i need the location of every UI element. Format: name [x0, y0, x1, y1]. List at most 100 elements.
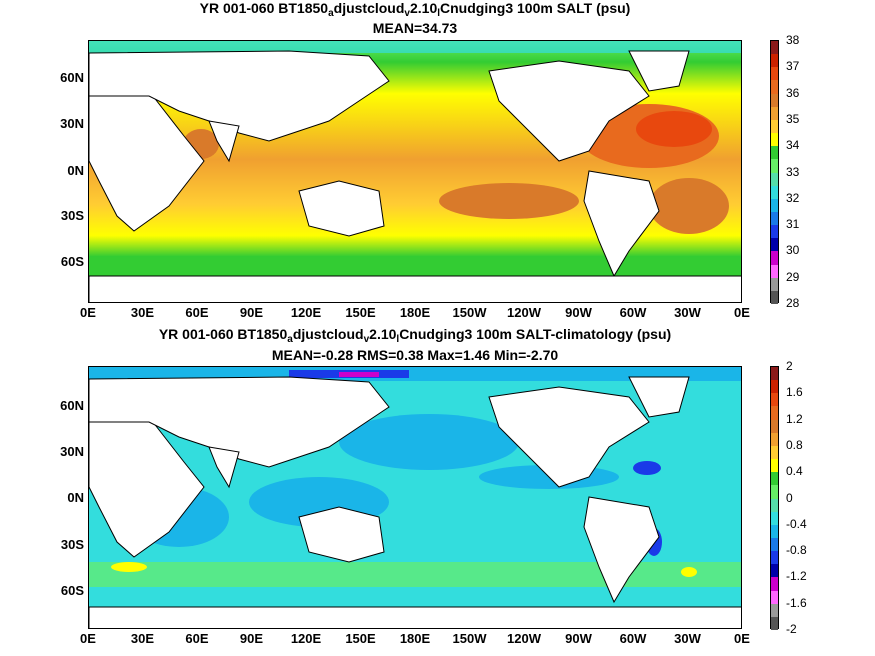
- colorbar-segment: [771, 393, 778, 407]
- colorbar-tick-label: 38: [786, 33, 800, 47]
- lon-label-top-6: 180E: [399, 305, 431, 320]
- lon-label-bottom-1: 30E: [130, 631, 155, 646]
- colorbar-segment: [771, 511, 778, 526]
- colorbar-segment: [771, 603, 778, 618]
- lat-label-0n-top: 0N: [67, 163, 84, 178]
- colorbar-tick-label: -1.6: [786, 595, 807, 610]
- lon-label-top-9: 90W: [565, 305, 592, 320]
- colorbar-tick-label: 35: [786, 111, 800, 126]
- lon-label-bottom-12: 0E: [734, 631, 750, 646]
- salinity-anomaly-map-graphic: [89, 367, 741, 628]
- colorbar-segment: [771, 146, 778, 160]
- colorbar-tick-label: 32: [786, 190, 800, 205]
- colorbar-segment: [771, 54, 778, 68]
- colorbar-segment: [771, 498, 778, 513]
- colorbar-segment: [771, 159, 778, 173]
- colorbar-tick-label: 0.8: [786, 437, 803, 452]
- panel2-stats: MEAN=-0.28 RMS=0.38 Max=1.46 Min=-2.70: [271, 347, 559, 363]
- lon-label-top-11: 30W: [674, 305, 701, 320]
- colorbar-tick-label: 2: [786, 359, 793, 373]
- lon-label-top-10: 60W: [619, 305, 647, 320]
- colorbar-segment: [771, 93, 778, 108]
- colorbar-segment: [771, 211, 778, 226]
- colorbar-segment: [771, 537, 778, 552]
- lon-label-top-8: 120W: [507, 305, 541, 320]
- colorbar-segment: [771, 380, 778, 394]
- colorbar-segment: [771, 367, 778, 381]
- colorbar-tick-label: 36: [786, 85, 800, 100]
- lon-label-top-2: 60E: [185, 305, 209, 320]
- colorbar-tick-label: 31: [786, 217, 800, 232]
- colorbar-tick-label: -0.4: [786, 516, 807, 531]
- lon-label-bottom-8: 120W: [507, 631, 541, 646]
- colorbar-tick-label: -0.8: [786, 543, 807, 558]
- colorbar-tick-label: 29: [786, 269, 800, 284]
- lon-label-bottom-10: 60W: [619, 631, 647, 646]
- lat-label-30s-bottom: 30S: [60, 537, 84, 552]
- lon-label-bottom-6: 180E: [399, 631, 431, 646]
- lon-label-top-3: 90E: [239, 305, 264, 320]
- lon-label-bottom-2: 60E: [185, 631, 209, 646]
- colorbar-tick-label: 1.2: [786, 411, 803, 426]
- salinity-map-graphic: [89, 41, 741, 302]
- colorbar-tick-label: 0.4: [786, 464, 803, 479]
- lon-label-top-12: 0E: [734, 305, 750, 320]
- colorbar-segment: [771, 459, 778, 473]
- lat-label-60n-bottom: 60N: [60, 398, 84, 413]
- lon-label-top-1: 30E: [130, 305, 155, 320]
- colorbar-segment: [771, 524, 778, 539]
- colorbar-tick-label: 1.6: [786, 385, 803, 400]
- colorbar-segment: [771, 251, 778, 266]
- lon-label-bottom-3: 90E: [239, 631, 264, 646]
- colorbar-segment: [771, 277, 778, 292]
- lon-label-bottom-7: 150W: [452, 631, 487, 646]
- lon-label-bottom-11: 30W: [674, 631, 701, 646]
- colorbar-segment: [771, 41, 778, 55]
- lon-label-top-7: 150W: [452, 305, 487, 320]
- lon-label-bottom-5: 150E: [345, 631, 376, 646]
- lat-label-60s-top: 60S: [60, 254, 84, 269]
- colorbar-segment: [771, 264, 778, 279]
- salinity-map: [88, 40, 742, 303]
- salinity-colorbar: [770, 40, 779, 305]
- colorbar-segment: [771, 406, 778, 421]
- colorbar-segment: [771, 472, 778, 486]
- colorbar-segment: [771, 106, 778, 121]
- lon-label-top-4: 120E: [290, 305, 322, 320]
- colorbar-segment: [771, 432, 778, 447]
- colorbar-tick-label: 37: [786, 59, 800, 74]
- lat-label-0n-bottom: 0N: [67, 490, 84, 505]
- colorbar-segment: [771, 225, 778, 239]
- colorbar-segment: [771, 419, 778, 434]
- salinity-anomaly-colorbar: [770, 366, 779, 631]
- lat-label-30n-bottom: 30N: [60, 444, 84, 459]
- panel2-title: YR 001-060 BT1850adjustcloudv2.10lCnudgi…: [158, 326, 672, 345]
- colorbar-segment: [771, 445, 778, 460]
- colorbar-segment: [771, 590, 778, 605]
- colorbar-segment: [771, 577, 778, 592]
- lon-label-bottom-4: 120E: [290, 631, 322, 646]
- colorbar-tick-label: 0: [786, 490, 793, 505]
- lon-label-bottom-0: 0E: [80, 631, 96, 646]
- colorbar-tick-label: 33: [786, 164, 800, 179]
- colorbar-segment: [771, 238, 778, 252]
- colorbar-tick-label: 30: [786, 243, 800, 258]
- lat-label-30s-top: 30S: [60, 208, 84, 223]
- lat-label-60n-top: 60N: [60, 70, 84, 85]
- colorbar-segment: [771, 185, 778, 200]
- colorbar-segment: [771, 290, 778, 305]
- colorbar-segment: [771, 551, 778, 565]
- lat-label-60s-bottom: 60S: [60, 583, 84, 598]
- lon-label-top-0: 0E: [80, 305, 96, 320]
- lon-label-top-5: 150E: [345, 305, 376, 320]
- colorbar-segment: [771, 119, 778, 134]
- colorbar-segment: [771, 564, 778, 578]
- colorbar-segment: [771, 133, 778, 147]
- colorbar-segment: [771, 485, 778, 499]
- panel1-title: YR 001-060 BT1850adjustcloudv2.10lCnudgi…: [199, 0, 631, 19]
- colorbar-tick-label: 34: [786, 138, 800, 153]
- colorbar-tick-label: 28: [786, 296, 800, 310]
- panel1-stats: MEAN=34.73: [372, 20, 458, 36]
- colorbar-tick-label: -1.2: [786, 569, 807, 584]
- colorbar-tick-label: -2: [786, 622, 797, 636]
